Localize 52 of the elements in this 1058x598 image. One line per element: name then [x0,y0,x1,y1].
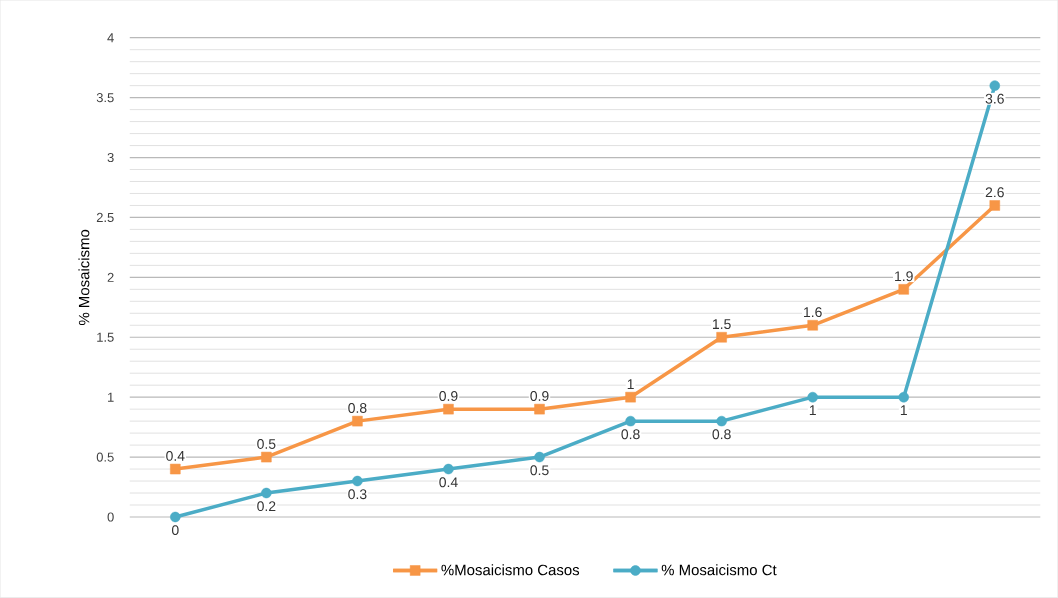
data-label: 0.8 [621,429,640,440]
y-tick-label: 4 [107,33,114,43]
data-label: 0.5 [530,465,549,476]
legend-label: %Mosaicismo Casos [441,564,580,576]
legend-label: % Mosaicismo Ct [661,564,777,576]
data-label: 1.6 [804,307,822,318]
data-label: 1 [900,405,907,416]
point [534,404,545,415]
point [716,332,727,343]
y-tick-label: 0.5 [96,452,114,462]
y-tick-label: 2.5 [96,212,114,223]
point [716,416,727,427]
data-label: 0.5 [257,439,276,449]
data-label: 1 [809,405,816,416]
data-label: 3.6 [985,93,1004,104]
data-label: 0.8 [712,429,731,440]
point [443,463,454,475]
data-label: 0.4 [439,477,458,488]
point [352,416,363,427]
y-tick-label: 1 [108,392,114,402]
y-axis-title: % Mosaicismo [78,229,90,326]
point [989,200,1001,211]
point [352,475,363,487]
point [989,80,1001,91]
data-label: 1.5 [712,319,731,330]
y-tick-label: 0 [107,512,114,522]
point [170,511,181,523]
point [625,392,636,403]
data-label: 0.9 [439,391,458,402]
point [807,320,818,331]
y-tick-label: 3.5 [96,93,114,103]
data-label: 0.4 [166,451,185,461]
data-label: 0.9 [530,391,549,402]
point [534,451,545,463]
data-label: 2.6 [985,187,1004,198]
data-label: 1 [627,379,634,390]
data-label: 0.8 [348,403,367,414]
point [807,392,818,403]
y-tick-label: 2 [107,272,114,282]
point [261,451,272,463]
y-tick-label: 1.5 [97,332,114,342]
point [261,487,272,499]
y-tick-label: 3 [107,153,114,163]
data-label: 0 [171,525,179,536]
data-label: 1.9 [895,271,913,282]
point [625,416,636,427]
data-label: 0.3 [348,489,367,500]
point [898,392,909,403]
data-label: 0.2 [257,501,276,512]
point [443,404,454,415]
point [898,284,909,295]
point [170,463,181,475]
